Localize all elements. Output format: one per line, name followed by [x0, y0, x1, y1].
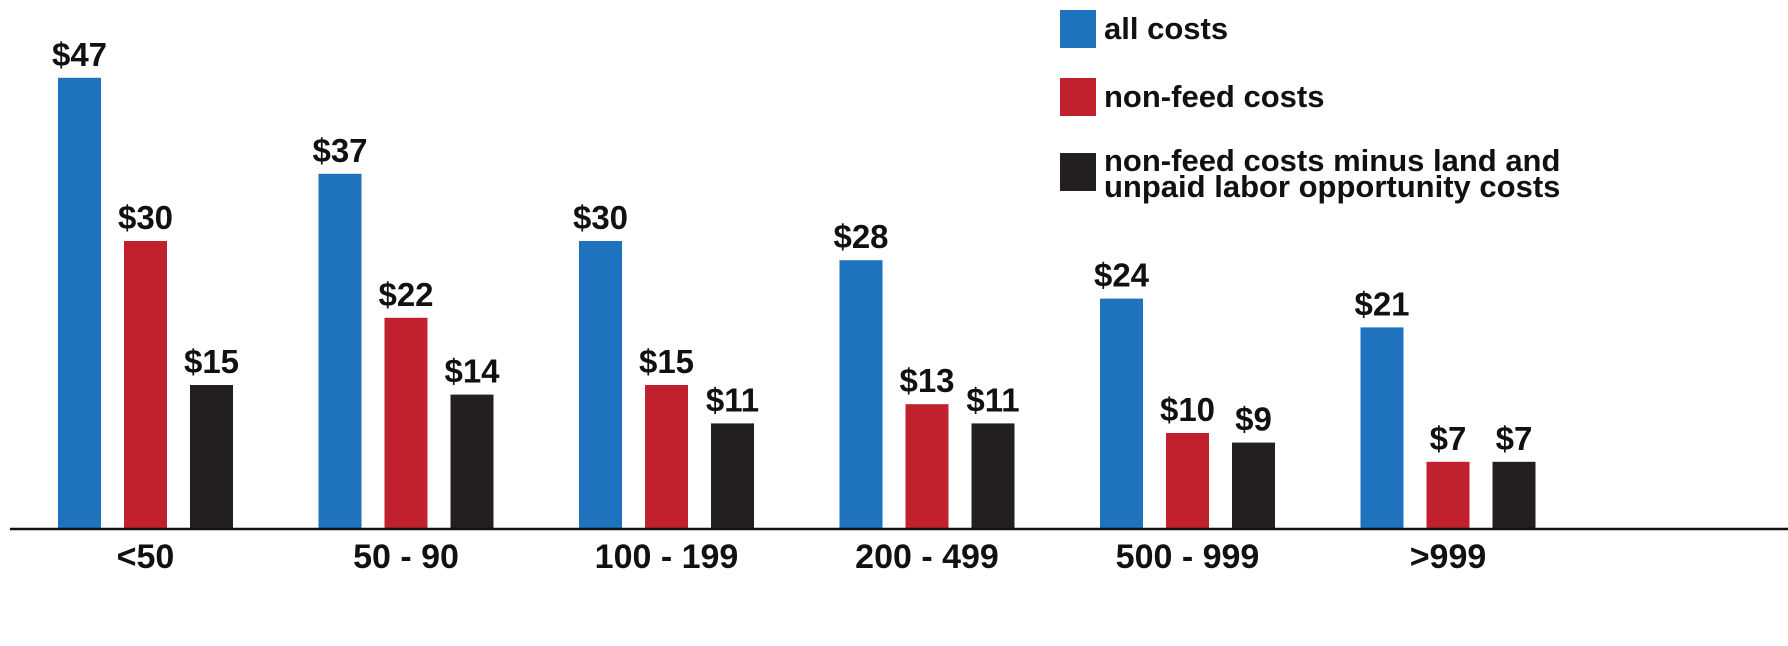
value-label-1-0: $30	[118, 199, 173, 236]
bar-2-3	[971, 423, 1015, 529]
bar-2-1	[450, 394, 494, 529]
bar-2-2	[711, 423, 754, 529]
value-label-0-2: $30	[573, 199, 628, 236]
bar-1-5	[1426, 461, 1470, 529]
legend-label-2-line-1: unpaid labor opportunity costs	[1104, 169, 1560, 204]
value-label-1-5: $7	[1430, 420, 1467, 457]
x-tick-label-4: 500 - 999	[1116, 538, 1260, 576]
x-tick-label-2: 100 - 199	[595, 538, 739, 576]
value-label-2-0: $15	[184, 343, 239, 380]
bar-0-0	[58, 77, 101, 530]
bar-2-5	[1492, 461, 1536, 529]
bar-0-5	[1360, 327, 1404, 529]
value-label-2-1: $14	[444, 353, 500, 390]
bar-0-4	[1100, 298, 1143, 529]
bar-2-4	[1232, 442, 1275, 529]
legend-label-1: non-feed costs	[1104, 79, 1324, 114]
x-tick-label-5: >999	[1410, 538, 1487, 576]
bar-2-0	[190, 385, 233, 529]
legend-swatch-1	[1060, 78, 1096, 116]
bar-1-0	[124, 241, 167, 529]
value-label-1-3: $13	[899, 362, 954, 399]
value-label-0-3: $28	[833, 218, 888, 255]
value-label-2-3: $11	[966, 381, 1019, 418]
value-label-1-2: $15	[639, 343, 694, 380]
bar-1-2	[645, 385, 688, 529]
bar-1-3	[905, 404, 949, 529]
value-label-0-4: $24	[1094, 257, 1150, 294]
legend: all costs non-feed costs non-feed costs mi…	[1060, 10, 1560, 204]
legend-swatch-0	[1060, 10, 1096, 48]
value-label-1-4: $10	[1160, 391, 1215, 428]
value-label-2-4: $9	[1235, 401, 1272, 438]
value-label-0-0: $47	[52, 36, 107, 73]
value-label-2-5: $7	[1496, 420, 1533, 457]
bar-0-1	[318, 173, 362, 530]
value-label-0-1: $37	[312, 132, 367, 169]
bar-0-2	[579, 241, 622, 529]
x-tick-label-3: 200 - 499	[855, 538, 999, 576]
bars-group	[58, 77, 1536, 530]
bar-1-4	[1166, 433, 1209, 529]
value-label-1-1: $22	[378, 276, 433, 313]
x-tick-labels-group: <50 50 - 90 100 - 199 200 - 499 500 - 999 >99…	[117, 538, 1487, 576]
value-label-2-2: $11	[706, 381, 759, 418]
legend-label-0: all costs	[1104, 11, 1228, 46]
value-labels-group: $47 $30 $15 $37 $22 $14 $30 $15 $11 $28 $13 $11 $24 $…	[52, 36, 1532, 457]
legend-label-2-line-0: non-feed costs minus land and	[1104, 143, 1560, 178]
bar-1-1	[384, 317, 428, 529]
x-tick-label-0: <50	[117, 538, 175, 576]
x-tick-label-1: 50 - 90	[353, 538, 459, 576]
bar-0-3	[839, 260, 883, 529]
legend-swatch-2	[1060, 153, 1096, 191]
value-label-0-5: $21	[1354, 285, 1409, 322]
